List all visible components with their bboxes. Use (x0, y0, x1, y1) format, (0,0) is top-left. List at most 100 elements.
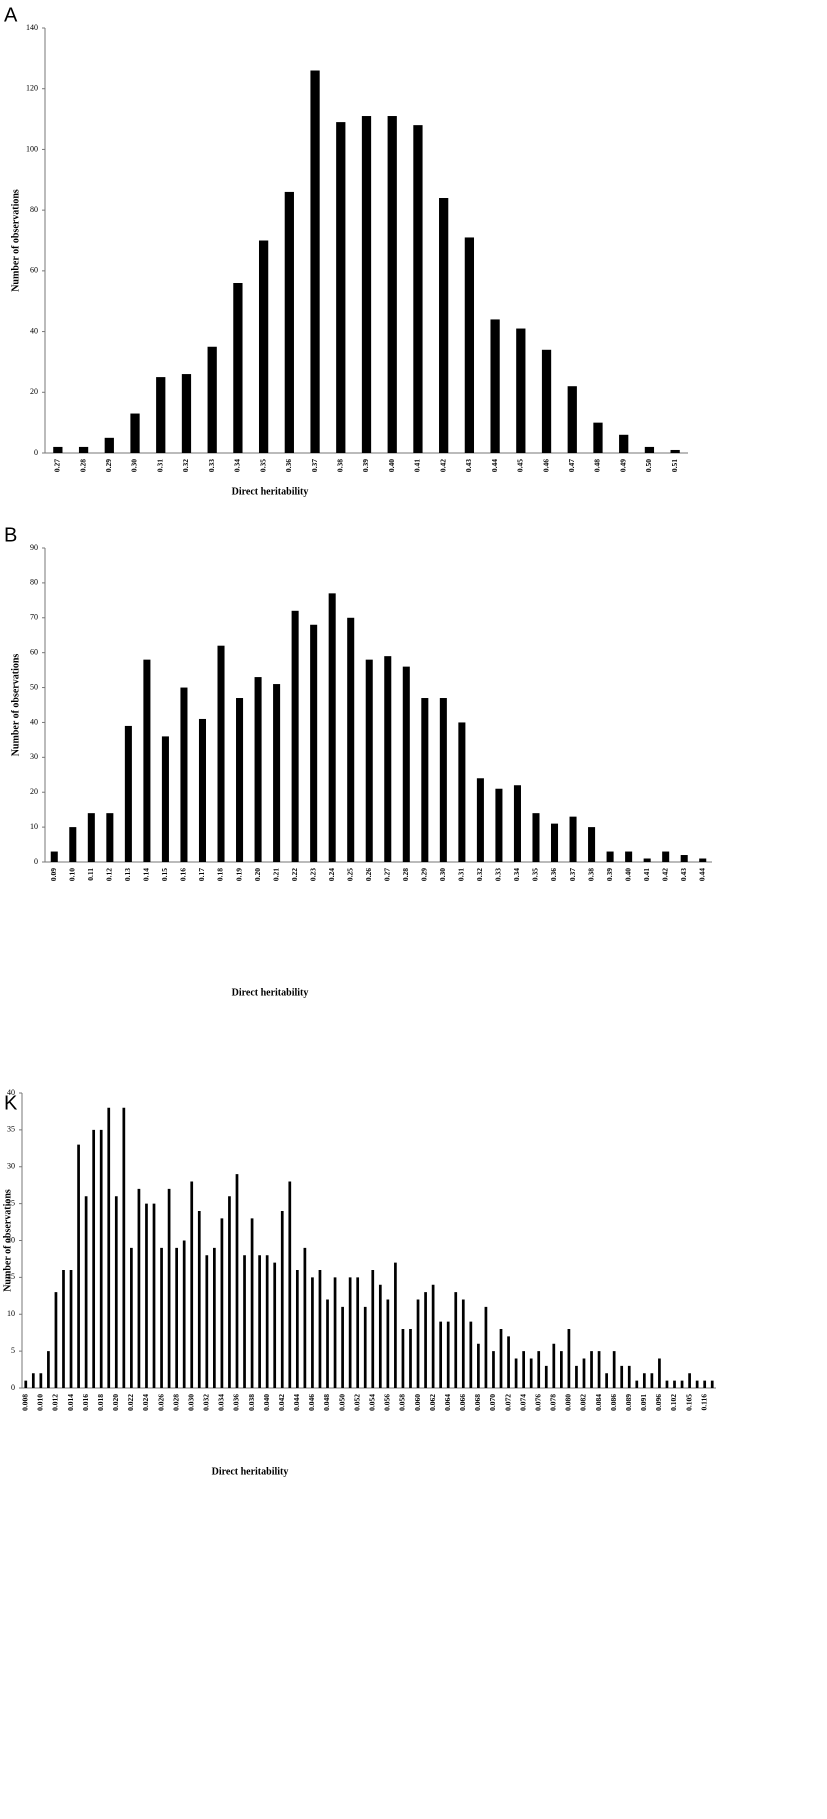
y-tick-label: 80 (30, 205, 38, 214)
bar (363, 1306, 367, 1388)
x-tick-label: 0.102 (669, 1394, 678, 1411)
bar (476, 778, 484, 862)
bar (220, 1218, 224, 1388)
x-tick-label: 0.072 (503, 1394, 512, 1411)
x-tick-label: 0.056 (383, 1394, 392, 1411)
x-tick-label: 0.080 (564, 1394, 573, 1411)
bar (288, 1181, 292, 1388)
bar (180, 687, 188, 862)
bar (333, 1277, 337, 1388)
bar (99, 1129, 103, 1388)
y-tick-label: 5 (11, 1346, 15, 1355)
bar (537, 1351, 541, 1388)
bar (644, 446, 655, 453)
x-tick-label: 0.12 (105, 868, 114, 881)
bar (161, 736, 169, 862)
bar (464, 237, 475, 453)
x-axis-title: Direct heritability (212, 1466, 289, 1477)
bar (84, 1196, 88, 1388)
bar (567, 386, 577, 453)
bar (280, 1211, 284, 1388)
bar (295, 1270, 299, 1388)
x-tick-label: 0.014 (66, 1394, 75, 1411)
y-tick-label: 15 (7, 1272, 15, 1281)
bar (236, 698, 244, 862)
x-tick-label: 0.29 (104, 459, 113, 472)
y-tick-label: 25 (7, 1198, 15, 1207)
x-tick-label: 0.026 (156, 1394, 165, 1411)
bar (311, 1277, 314, 1388)
bar (522, 1351, 525, 1388)
bar (703, 1380, 707, 1388)
x-tick-label: 0.018 (96, 1394, 105, 1411)
x-tick-label: 0.032 (202, 1394, 211, 1411)
x-tick-label: 0.19 (234, 868, 243, 881)
x-tick-label: 0.48 (593, 459, 602, 472)
bar (477, 1343, 480, 1388)
bar (250, 1218, 254, 1388)
x-tick-label: 0.17 (197, 868, 206, 881)
bar (78, 446, 89, 453)
x-tick-label: 0.37 (568, 868, 577, 881)
bar (92, 1129, 96, 1388)
bar (605, 1373, 608, 1388)
bar (680, 855, 688, 862)
bar (106, 813, 114, 862)
x-tick-label: 0.16 (179, 868, 188, 881)
x-tick-label: 0.054 (367, 1394, 376, 1411)
bar (326, 1299, 329, 1388)
bar (258, 1255, 261, 1388)
bar (424, 1292, 427, 1388)
x-tick-label: 0.15 (160, 868, 169, 881)
x-tick-label: 0.020 (111, 1394, 120, 1411)
x-tick-label: 0.028 (171, 1394, 180, 1411)
bar (328, 593, 336, 862)
x-tick-label: 0.010 (36, 1394, 45, 1411)
x-tick-label: 0.048 (322, 1394, 331, 1411)
bar (273, 1262, 277, 1388)
y-tick-label: 60 (30, 266, 38, 275)
x-tick-label: 0.43 (464, 459, 473, 472)
y-tick-label: 20 (7, 1235, 15, 1244)
bar (514, 1358, 518, 1388)
bar (590, 1351, 593, 1388)
y-tick-label: 10 (7, 1309, 15, 1318)
bar (490, 319, 500, 453)
bar (24, 1380, 28, 1388)
bar (273, 684, 281, 862)
bar (416, 1299, 420, 1388)
bar (175, 1247, 178, 1388)
x-tick-label: 0.11 (86, 868, 95, 881)
bar (597, 1351, 601, 1388)
bar (53, 446, 63, 453)
bar (431, 1284, 435, 1388)
bar (650, 1373, 654, 1388)
y-axis-title: Number of observations (2, 1189, 13, 1292)
bar (588, 827, 596, 862)
x-tick-label: 0.29 (420, 868, 429, 881)
x-tick-label: 0.13 (123, 868, 132, 881)
x-tick-label: 0.32 (475, 868, 484, 881)
bar (341, 1306, 344, 1388)
x-tick-label: 0.45 (516, 459, 525, 472)
x-tick-label: 0.070 (488, 1394, 497, 1411)
bar (492, 1351, 495, 1388)
y-tick-label: 40 (30, 717, 38, 726)
bar (310, 624, 318, 862)
y-tick-label: 50 (30, 682, 38, 691)
y-tick-label: 40 (30, 326, 38, 335)
x-tick-label: 0.46 (541, 459, 550, 472)
bar (50, 851, 58, 862)
x-tick-label: 0.47 (567, 459, 576, 472)
x-tick-label: 0.51 (670, 459, 679, 472)
bar (569, 816, 577, 862)
x-tick-label: 0.016 (81, 1394, 90, 1411)
bar (258, 240, 269, 453)
bar (461, 1299, 465, 1388)
x-tick-label: 0.096 (654, 1394, 663, 1411)
x-tick-label: 0.105 (684, 1394, 693, 1411)
x-tick-label: 0.050 (337, 1394, 346, 1411)
bar (421, 698, 429, 862)
bar (54, 1292, 58, 1388)
bar (670, 449, 680, 453)
